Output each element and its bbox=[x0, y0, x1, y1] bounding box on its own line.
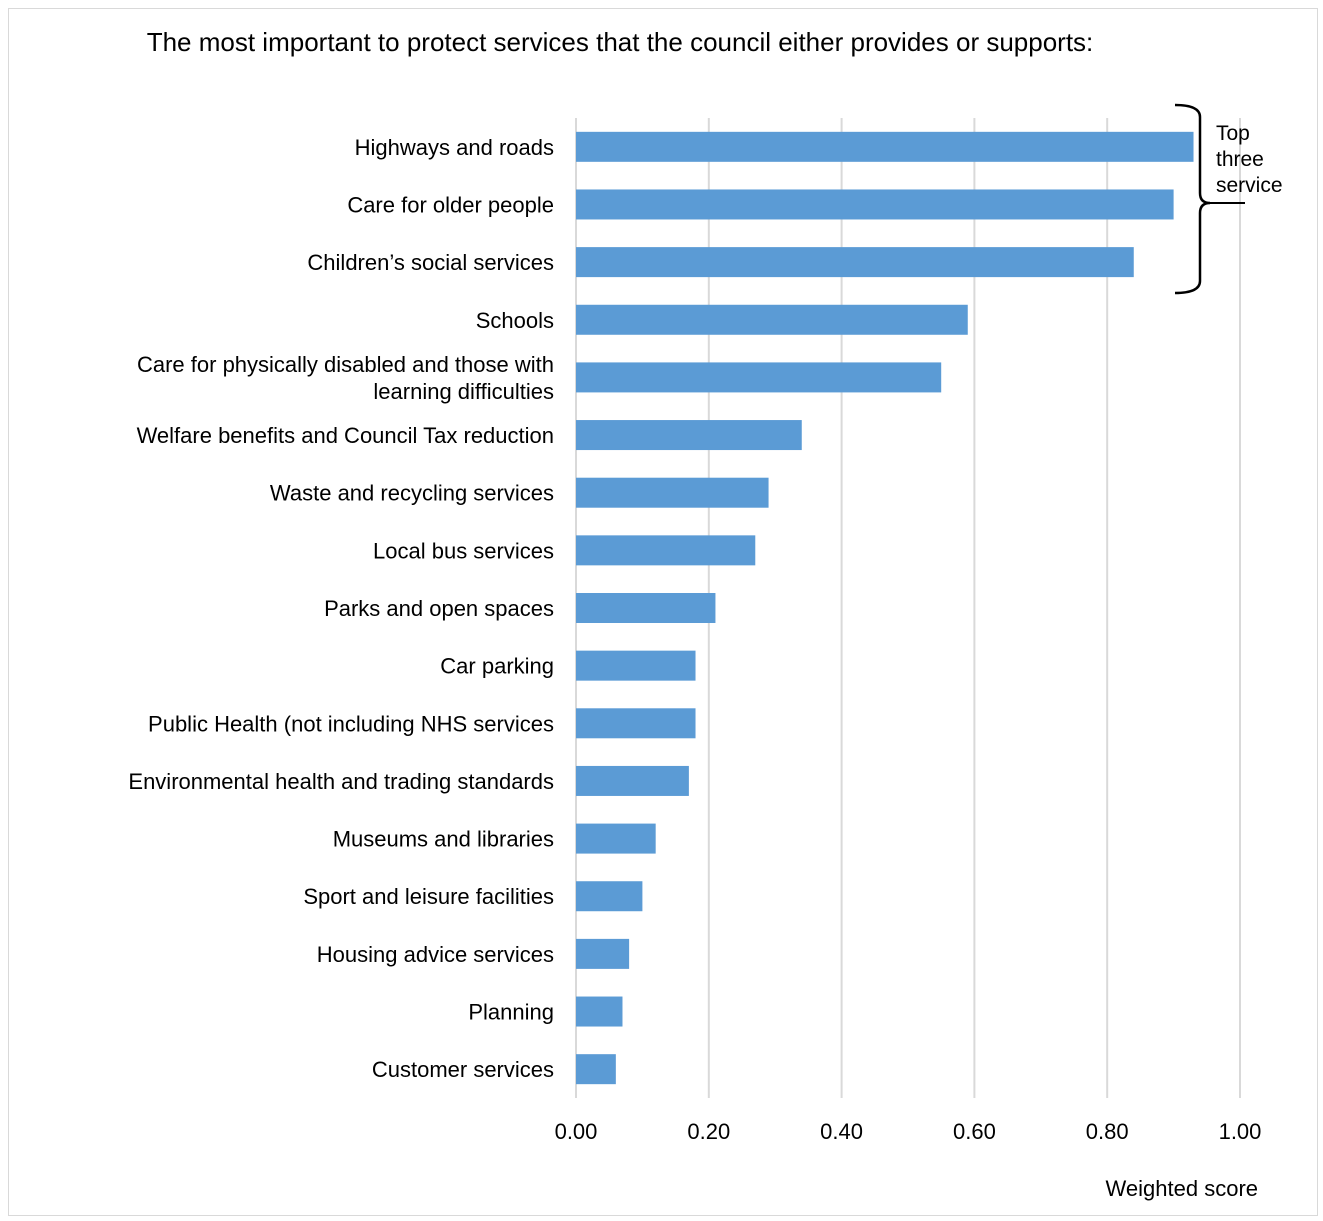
chart-title: The most important to protect services t… bbox=[146, 27, 1094, 57]
category-label: Environmental health and trading standar… bbox=[128, 769, 554, 794]
category-label: Welfare benefits and Council Tax reducti… bbox=[137, 423, 554, 448]
bar bbox=[576, 247, 1134, 278]
bar bbox=[576, 708, 696, 739]
category-label: Schools bbox=[476, 308, 554, 333]
category-label: Children’s social services bbox=[307, 250, 554, 275]
x-axis-title: Weighted score bbox=[1106, 1176, 1258, 1201]
bar bbox=[576, 593, 716, 623]
bar bbox=[576, 535, 756, 566]
annotation-text: service bbox=[1216, 174, 1283, 197]
bar bbox=[576, 650, 696, 681]
bar bbox=[576, 477, 769, 508]
category-label: Local bus services bbox=[373, 538, 554, 563]
category-label: Care for older people bbox=[347, 192, 554, 217]
x-axis-tick-labels: 0.00 0.20 0.40 0.60 0.80 1.00 bbox=[555, 1119, 1262, 1144]
x-tick-label: 0.80 bbox=[1086, 1119, 1129, 1144]
x-tick-label: 0.20 bbox=[687, 1119, 730, 1144]
x-tick-label: 0.40 bbox=[820, 1119, 863, 1144]
category-label: Highways and roads bbox=[355, 135, 554, 160]
chart-frame bbox=[8, 8, 1318, 1216]
annotation-text: three bbox=[1216, 148, 1264, 171]
bar bbox=[576, 304, 968, 335]
category-labels: Highways and roads Care for older people C… bbox=[128, 135, 554, 1082]
bar bbox=[576, 131, 1194, 162]
category-label: Sport and leisure facilities bbox=[303, 884, 554, 909]
top-three-annotation: Top three service bbox=[1174, 103, 1283, 295]
gridlines bbox=[575, 118, 1241, 1098]
category-label: Care for physically disabled and those w… bbox=[137, 352, 554, 377]
category-label: Museums and libraries bbox=[333, 827, 554, 852]
bar bbox=[576, 189, 1174, 220]
category-label: Planning bbox=[468, 1000, 554, 1025]
x-tick-label: 0.60 bbox=[953, 1119, 996, 1144]
bar bbox=[576, 765, 689, 796]
category-label: Public Health (not including NHS service… bbox=[148, 711, 554, 736]
bar bbox=[576, 420, 802, 451]
bar bbox=[576, 362, 942, 393]
category-label: Parks and open spaces bbox=[324, 596, 554, 621]
bar bbox=[576, 938, 630, 969]
category-label: Car parking bbox=[440, 654, 554, 679]
bar bbox=[576, 881, 643, 912]
category-label: Waste and recycling services bbox=[270, 481, 554, 506]
category-label: learning difficulties bbox=[373, 379, 554, 404]
category-label: Customer services bbox=[372, 1057, 554, 1082]
bar bbox=[576, 1054, 616, 1085]
bar bbox=[576, 996, 623, 1027]
bars bbox=[576, 131, 1194, 1085]
x-tick-label: 0.00 bbox=[555, 1119, 598, 1144]
annotation-text: Top bbox=[1216, 122, 1250, 145]
x-tick-label: 1.00 bbox=[1219, 1119, 1262, 1144]
category-label: Housing advice services bbox=[317, 942, 554, 967]
bar bbox=[576, 823, 656, 854]
